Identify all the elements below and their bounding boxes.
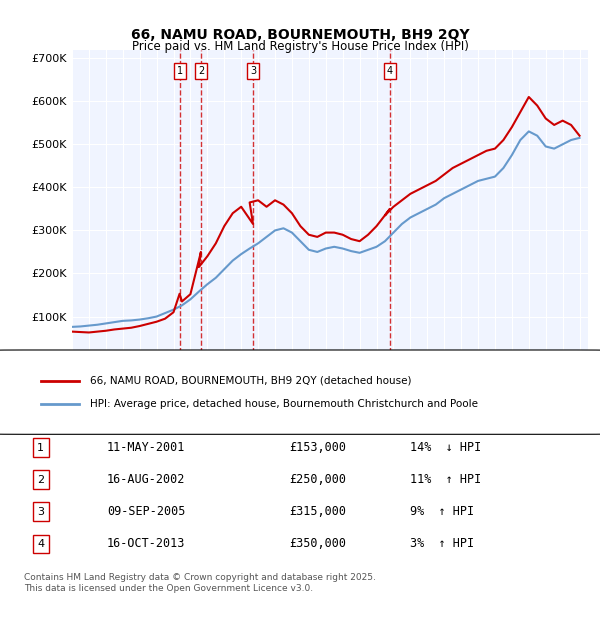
Text: 4: 4 xyxy=(37,539,44,549)
Text: 16-AUG-2002: 16-AUG-2002 xyxy=(107,474,185,486)
Text: 9%  ↑ HPI: 9% ↑ HPI xyxy=(410,505,475,518)
Text: £153,000: £153,000 xyxy=(289,441,346,454)
Text: 3: 3 xyxy=(250,66,256,76)
Text: 3: 3 xyxy=(37,507,44,517)
Text: 4: 4 xyxy=(387,66,393,76)
Text: 66, NAMU ROAD, BOURNEMOUTH, BH9 2QY (detached house): 66, NAMU ROAD, BOURNEMOUTH, BH9 2QY (det… xyxy=(90,376,412,386)
Text: £315,000: £315,000 xyxy=(289,505,346,518)
Text: £250,000: £250,000 xyxy=(289,474,346,486)
Text: 1: 1 xyxy=(37,443,44,453)
Text: 66, NAMU ROAD, BOURNEMOUTH, BH9 2QY: 66, NAMU ROAD, BOURNEMOUTH, BH9 2QY xyxy=(131,28,469,42)
Text: 14%  ↓ HPI: 14% ↓ HPI xyxy=(410,441,482,454)
FancyBboxPatch shape xyxy=(0,350,600,434)
Text: 3%  ↑ HPI: 3% ↑ HPI xyxy=(410,538,475,551)
Text: 11%  ↑ HPI: 11% ↑ HPI xyxy=(410,474,482,486)
Text: 2: 2 xyxy=(198,66,204,76)
Text: HPI: Average price, detached house, Bournemouth Christchurch and Poole: HPI: Average price, detached house, Bour… xyxy=(90,399,478,409)
Text: 1: 1 xyxy=(176,66,182,76)
Text: 09-SEP-2005: 09-SEP-2005 xyxy=(107,505,185,518)
Text: 16-OCT-2013: 16-OCT-2013 xyxy=(107,538,185,551)
Text: 2: 2 xyxy=(37,475,44,485)
Text: Contains HM Land Registry data © Crown copyright and database right 2025.
This d: Contains HM Land Registry data © Crown c… xyxy=(24,574,376,593)
Text: £350,000: £350,000 xyxy=(289,538,346,551)
Text: Price paid vs. HM Land Registry's House Price Index (HPI): Price paid vs. HM Land Registry's House … xyxy=(131,40,469,53)
Text: 11-MAY-2001: 11-MAY-2001 xyxy=(107,441,185,454)
